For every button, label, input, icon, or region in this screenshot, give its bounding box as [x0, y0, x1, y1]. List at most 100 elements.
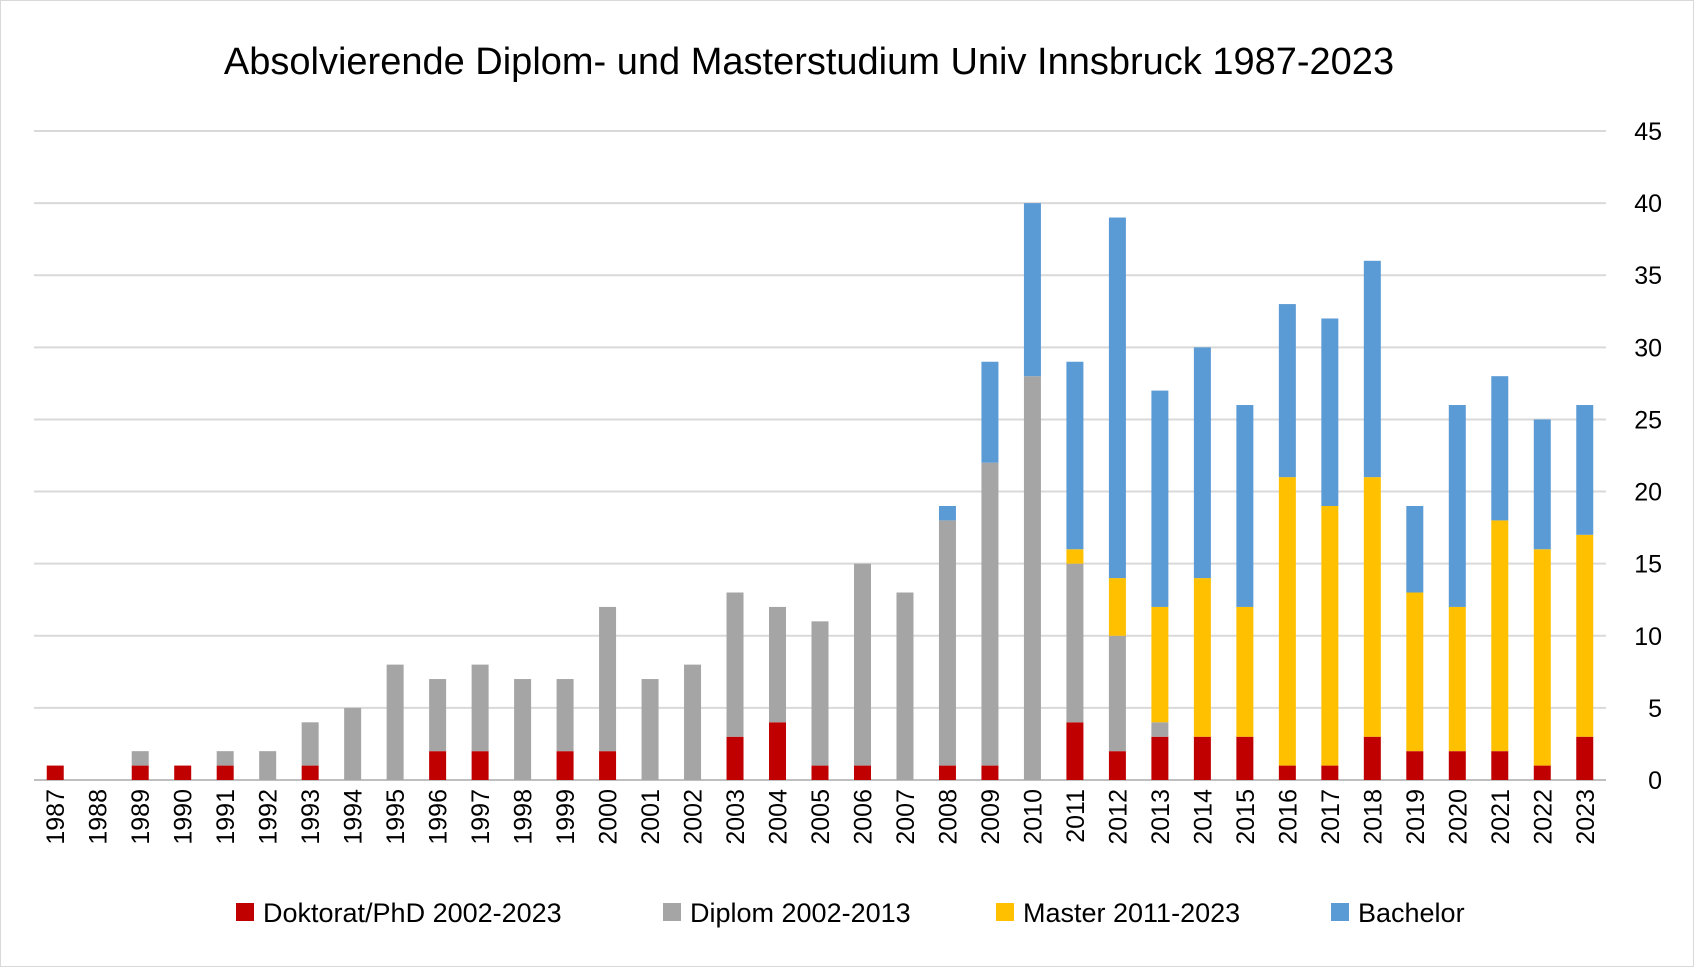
bar-segment	[853, 765, 871, 780]
x-tick-label: 2002	[680, 789, 708, 845]
bar-segment	[1448, 405, 1466, 607]
bar-segment	[1151, 736, 1169, 780]
bar-segment	[1151, 390, 1169, 607]
bar-segment	[1108, 751, 1126, 780]
bar-segment	[556, 751, 574, 780]
x-tick-label: 1987	[42, 789, 70, 845]
bar-segment	[1363, 477, 1381, 737]
legend-swatch	[996, 903, 1014, 921]
legend-swatch	[663, 903, 681, 921]
x-tick-label: 2006	[849, 789, 877, 845]
x-tick-label: 2020	[1444, 789, 1472, 845]
bar-segment	[471, 664, 489, 752]
x-tick-label: 2009	[977, 789, 1005, 845]
bar-segment	[599, 751, 617, 780]
y-tick-label: 0	[1648, 767, 1662, 795]
bar-segment	[216, 765, 234, 780]
y-tick-label: 25	[1634, 406, 1662, 434]
x-tick-label: 1992	[255, 789, 283, 845]
bar-segment	[1576, 534, 1594, 737]
x-tick-label: 2014	[1189, 789, 1217, 845]
bar-segment	[981, 765, 999, 780]
legend: Doktorat/PhD 2002-2023 Diplom 2002-2013 Ma…	[236, 898, 1465, 928]
bar-segment	[514, 679, 532, 780]
y-tick-label: 15	[1634, 551, 1662, 579]
bar-segment	[1406, 505, 1424, 593]
bar-segment	[769, 722, 787, 780]
bar-segment	[938, 505, 956, 521]
bar-segment	[1066, 722, 1084, 780]
x-tick-label: 2001	[637, 789, 665, 845]
legend-swatch	[236, 903, 254, 921]
bar-segment	[769, 606, 787, 723]
bar-segment	[938, 520, 956, 766]
x-tick-label: 2000	[595, 789, 623, 845]
bar-segment	[1066, 361, 1084, 550]
bar-segment	[131, 751, 149, 766]
bar-segment	[1108, 578, 1126, 636]
bar-segment	[1491, 376, 1509, 521]
x-tick-label: 2004	[765, 789, 793, 845]
bar-segment	[1576, 405, 1594, 535]
y-tick-label: 20	[1634, 479, 1662, 507]
bar-segment	[131, 765, 149, 780]
bar-segment	[1151, 606, 1169, 723]
x-tick-label: 1990	[170, 789, 198, 845]
bar-segment	[1066, 563, 1084, 723]
y-tick-label: 10	[1634, 623, 1662, 651]
legend-swatch	[1331, 903, 1349, 921]
x-tick-label: 2005	[807, 789, 835, 845]
bar-segment	[1193, 347, 1211, 579]
x-tick-label: 2017	[1317, 789, 1345, 845]
bar-segment	[1491, 751, 1509, 780]
bar-segment	[1406, 751, 1424, 780]
gridlines	[34, 130, 1606, 781]
bar-segment	[1236, 736, 1254, 780]
bar-segment	[811, 621, 829, 766]
x-tick-label: 2023	[1572, 789, 1600, 845]
legend-label: Diplom 2002-2013	[690, 898, 911, 928]
bar-segment	[1491, 520, 1509, 752]
x-tick-label: 2016	[1274, 789, 1302, 845]
bar-segment	[981, 361, 999, 463]
bar-segment	[1193, 578, 1211, 737]
bar-segment	[174, 765, 192, 780]
bar-segment	[1151, 722, 1169, 737]
x-tick-label: 2015	[1232, 789, 1260, 845]
bar-segment	[811, 765, 829, 780]
bar-segment	[1363, 260, 1381, 478]
y-tick-label: 30	[1634, 334, 1662, 362]
bar-segment	[1321, 765, 1339, 780]
bar-segment	[1533, 549, 1551, 766]
bar-segment	[1448, 751, 1466, 780]
x-tick-label: 1991	[212, 789, 240, 845]
x-tick-label: 1998	[510, 789, 538, 845]
legend-label: Master 2011-2023	[1023, 898, 1240, 928]
bar-segment	[1236, 606, 1254, 737]
x-tick-label: 2011	[1062, 789, 1090, 843]
bars	[46, 203, 1594, 780]
x-tick-label: 1997	[467, 789, 495, 845]
bar-segment	[259, 751, 277, 780]
bar-segment	[1406, 592, 1424, 752]
x-tick-label: 1999	[552, 789, 580, 845]
x-tick-label: 2012	[1104, 789, 1132, 845]
bar-segment	[853, 563, 871, 766]
y-tick-label: 5	[1648, 695, 1662, 723]
legend-label: Bachelor	[1358, 898, 1465, 928]
bar-segment	[471, 751, 489, 780]
bar-segment	[344, 707, 362, 780]
bar-segment	[46, 765, 64, 780]
bar-segment	[301, 765, 319, 780]
x-tick-label: 2008	[934, 789, 962, 845]
y-axis-ticks: 0 5 10 15 20 25 30 35 40 45	[1634, 118, 1662, 795]
bar-segment	[938, 765, 956, 780]
x-tick-label: 1988	[85, 789, 113, 845]
x-axis-ticks: 1987 1988 1989 1990 1991 1992 1993 1994 1995 1996…	[42, 789, 1600, 845]
x-tick-label: 2007	[892, 789, 920, 845]
bar-segment	[386, 664, 404, 780]
bar-segment	[1576, 736, 1594, 780]
bar-segment	[599, 606, 617, 752]
